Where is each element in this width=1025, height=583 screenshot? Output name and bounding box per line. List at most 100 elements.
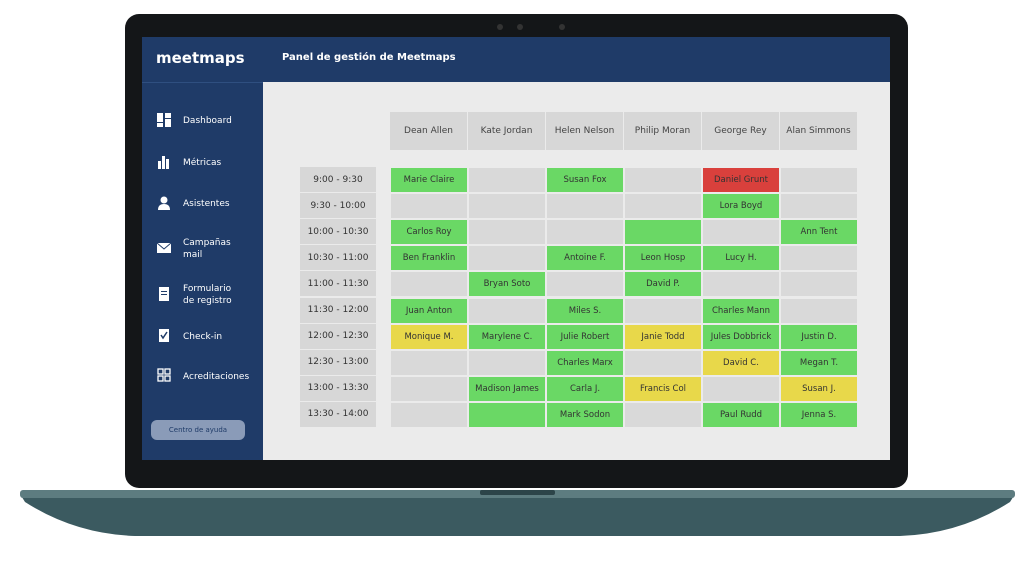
schedule-cell[interactable] <box>468 245 546 272</box>
schedule-cell[interactable]: Paul Rudd <box>702 401 780 428</box>
schedule-cell[interactable] <box>468 297 546 324</box>
time-slot: 13:30 - 14:00 <box>300 401 376 428</box>
nav-item[interactable]: Formulario de registro <box>183 284 232 306</box>
column-header: Alan Simmons <box>780 112 858 150</box>
schedule-cell[interactable]: Daniel Grunt <box>702 167 780 194</box>
schedule-cell[interactable]: Monique M. <box>390 323 468 350</box>
schedule-cell[interactable] <box>546 193 624 220</box>
schedule-cell[interactable] <box>624 401 702 428</box>
schedule-cell[interactable]: Jenna S. <box>780 401 858 428</box>
schedule-cell[interactable] <box>702 271 780 298</box>
time-slot: 11:30 - 12:00 <box>300 297 376 324</box>
schedule-cell[interactable]: Carla J. <box>546 375 624 402</box>
schedule-cell[interactable]: Francis Col <box>624 375 702 402</box>
schedule-cell[interactable]: Antoine F. <box>546 245 624 272</box>
column-header: George Rey <box>702 112 780 150</box>
schedule-cell[interactable] <box>468 401 546 428</box>
time-slot: 10:00 - 10:30 <box>300 219 376 246</box>
schedule-cell[interactable] <box>624 167 702 194</box>
camera <box>497 24 503 30</box>
schedule-cell[interactable] <box>468 193 546 220</box>
schedule-cell[interactable]: Madison James <box>468 375 546 402</box>
laptop-base <box>20 490 1015 536</box>
schedule-cell[interactable]: Ben Franklin <box>390 245 468 272</box>
camera <box>559 24 565 30</box>
schedule-cell[interactable]: Justin D. <box>780 323 858 350</box>
schedule-grid: Dean Allen Kate Jordan Helen Nelson Philip … <box>142 37 890 460</box>
column-header: Dean Allen <box>390 112 468 150</box>
schedule-cell[interactable]: Susan Fox <box>546 167 624 194</box>
icon <box>159 329 169 342</box>
schedule-cell[interactable]: David C. <box>702 349 780 376</box>
page-title: Panel de gestión de Meetmaps <box>282 52 456 63</box>
schedule-cell[interactable] <box>780 167 858 194</box>
schedule-cell[interactable] <box>390 401 468 428</box>
camera <box>517 24 523 30</box>
nav-item[interactable]: Acreditaciones <box>183 372 250 382</box>
icon <box>158 196 170 210</box>
schedule-cell[interactable]: Susan J. <box>780 375 858 402</box>
icon <box>157 368 171 382</box>
schedule-cell[interactable]: Charles Marx <box>546 349 624 376</box>
nav-item[interactable]: Check-in <box>183 332 223 342</box>
schedule-cell[interactable] <box>780 297 858 324</box>
app-screen: meetmaps Panel de gestión de Meetmaps Da… <box>142 37 890 460</box>
schedule-cell[interactable] <box>390 349 468 376</box>
nav-item[interactable]: Asistentes <box>183 199 230 209</box>
schedule-cell[interactable] <box>702 219 780 246</box>
time-slot: 9:00 - 9:30 <box>300 167 376 194</box>
schedule-cell[interactable] <box>546 271 624 298</box>
icon <box>157 242 171 253</box>
schedule-cell[interactable] <box>780 271 858 298</box>
schedule-cell[interactable] <box>390 271 468 298</box>
schedule-cell[interactable]: Leon Hosp <box>624 245 702 272</box>
nav-item[interactable]: Dashboard <box>183 116 232 126</box>
icon <box>157 113 171 127</box>
schedule-cell[interactable] <box>390 375 468 402</box>
icon <box>159 287 169 301</box>
schedule-cell[interactable] <box>624 349 702 376</box>
time-slot: 12:30 - 13:00 <box>300 349 376 376</box>
column-header: Kate Jordan <box>468 112 546 150</box>
schedule-cell[interactable]: Julie Robert <box>546 323 624 350</box>
column-header: Philip Moran <box>624 112 702 150</box>
time-slot: 13:00 - 13:30 <box>300 375 376 402</box>
time-slot: 10:30 - 11:00 <box>300 245 376 272</box>
sidebar: Dashboard Métricas Asistentes Campañas m… <box>142 82 263 460</box>
schedule-cell[interactable]: Janie Todd <box>624 323 702 350</box>
nav-item[interactable]: Métricas <box>183 158 222 168</box>
schedule-cell[interactable] <box>780 245 858 272</box>
schedule-cell[interactable] <box>624 297 702 324</box>
help-button[interactable]: Centro de ayuda <box>151 420 245 440</box>
schedule-cell[interactable]: Bryan Soto <box>468 271 546 298</box>
schedule-cell[interactable]: Lora Boyd <box>702 193 780 220</box>
column-header: Helen Nelson <box>546 112 624 150</box>
schedule-cell[interactable] <box>702 375 780 402</box>
schedule-cell[interactable] <box>468 349 546 376</box>
schedule-cell[interactable] <box>468 167 546 194</box>
schedule-cell[interactable]: Lucy H. <box>702 245 780 272</box>
schedule-cell[interactable] <box>780 193 858 220</box>
brand[interactable]: meetmaps <box>156 49 245 67</box>
schedule-cell[interactable]: David P. <box>624 271 702 298</box>
schedule-cell[interactable]: Miles S. <box>546 297 624 324</box>
schedule-cell[interactable]: Marie Claire <box>390 167 468 194</box>
icon <box>158 156 169 169</box>
schedule-cell[interactable]: Jules Dobbrick <box>702 323 780 350</box>
schedule-cell[interactable]: Marylene C. <box>468 323 546 350</box>
time-slot: 11:00 - 11:30 <box>300 271 376 298</box>
schedule-cell[interactable] <box>624 219 702 246</box>
schedule-cell[interactable]: Juan Anton <box>390 297 468 324</box>
nav-item[interactable]: Campañas mail <box>183 238 231 260</box>
schedule-cell[interactable]: Charles Mann <box>702 297 780 324</box>
top-bar: meetmaps Panel de gestión de Meetmaps <box>142 37 890 82</box>
schedule-cell[interactable]: Ann Tent <box>780 219 858 246</box>
schedule-cell[interactable]: Megan T. <box>780 349 858 376</box>
schedule-cell[interactable]: Mark Sodon <box>546 401 624 428</box>
schedule-cell[interactable] <box>390 193 468 220</box>
time-slot: 9:30 - 10:00 <box>300 193 376 220</box>
schedule-cell[interactable] <box>624 193 702 220</box>
schedule-cell[interactable] <box>546 219 624 246</box>
schedule-cell[interactable] <box>468 219 546 246</box>
schedule-cell[interactable]: Carlos Roy <box>390 219 468 246</box>
